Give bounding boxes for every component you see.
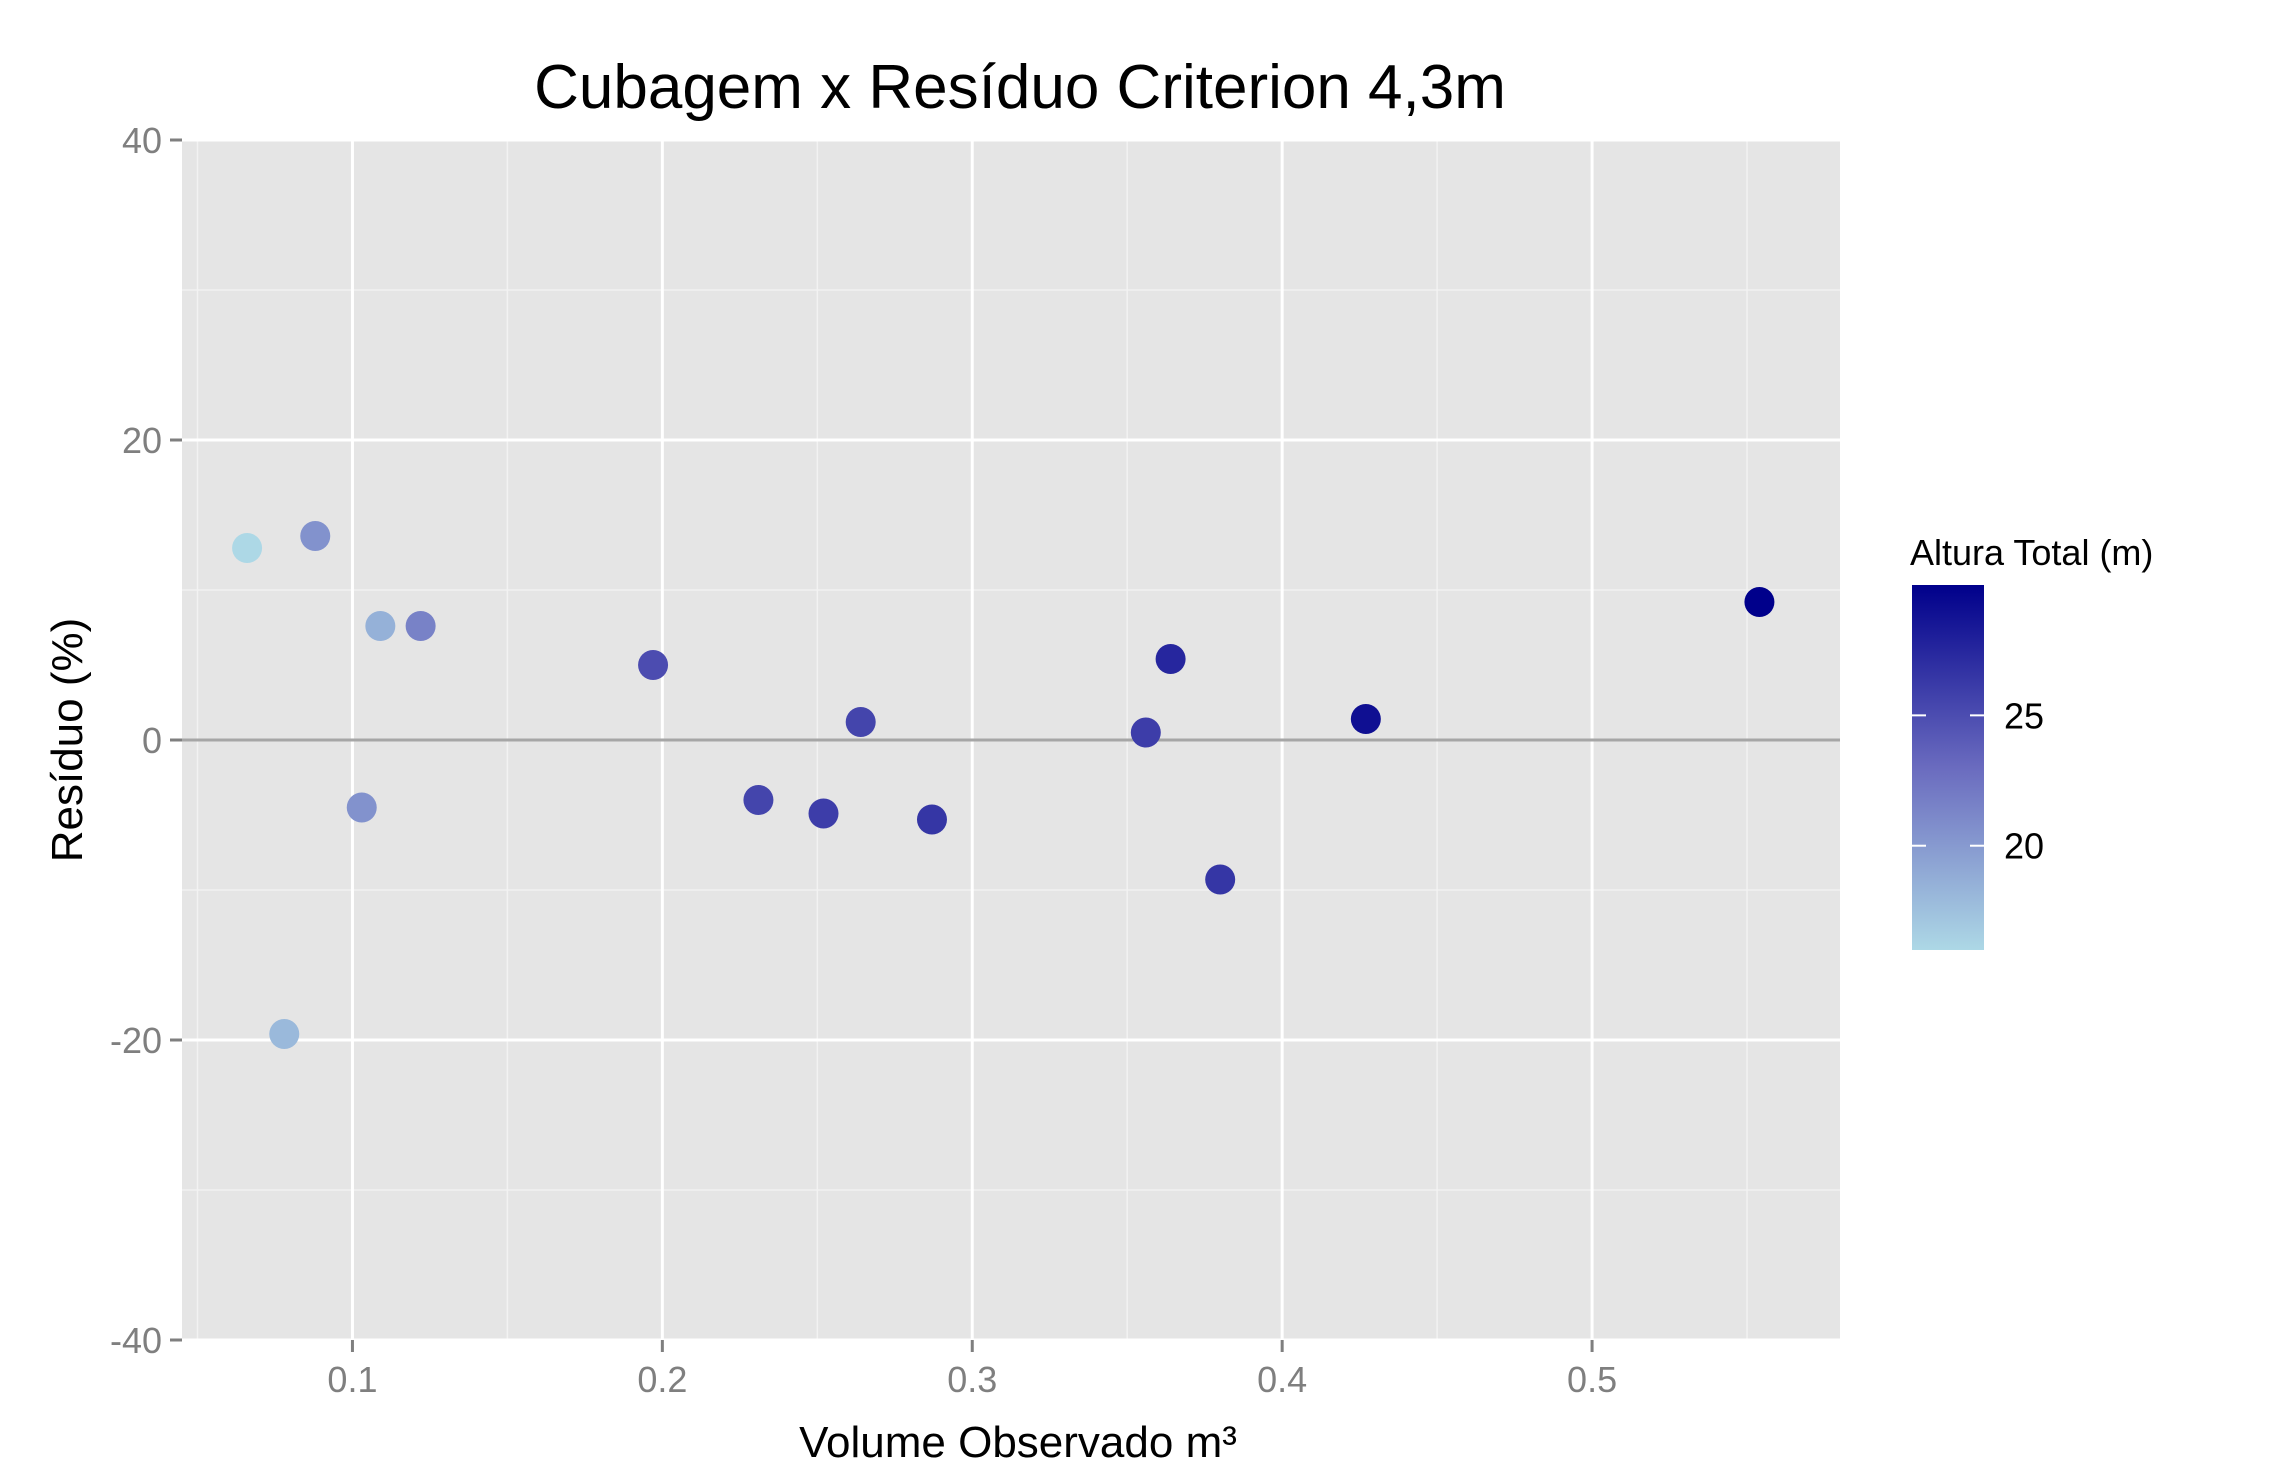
- data-point: [1130, 717, 1161, 748]
- data-point: [365, 611, 396, 641]
- data-point: [1205, 864, 1236, 895]
- y-tick-label: -40: [110, 1320, 162, 1361]
- data-point: [1744, 587, 1775, 617]
- y-tick-label: 40: [122, 120, 162, 161]
- data-point: [845, 707, 876, 737]
- x-axis-title: Volume Observado m³: [799, 1418, 1237, 1467]
- legend-tick-label: 20: [2004, 826, 2044, 867]
- data-point: [346, 792, 377, 823]
- legend-tick-label: 25: [2004, 695, 2044, 736]
- y-axis: -40 -20 0 20 40: [110, 120, 182, 1361]
- y-axis-title: Resíduo (%): [43, 618, 92, 863]
- x-tick-label: 0.3: [947, 1359, 997, 1400]
- x-tick-label: 0.2: [637, 1359, 687, 1400]
- data-point: [269, 1019, 300, 1049]
- data-point: [1350, 704, 1381, 734]
- data-point: [300, 521, 331, 551]
- y-tick-label: 20: [122, 420, 162, 461]
- y-tick-label: -20: [110, 1020, 162, 1061]
- x-axis: 0.1 0.2 0.3 0.4 0.5: [327, 1340, 1617, 1400]
- legend-title: Altura Total (m): [1910, 532, 2153, 573]
- y-tick-label: 0: [142, 720, 162, 761]
- data-point: [405, 611, 436, 641]
- x-tick-label: 0.5: [1567, 1359, 1617, 1400]
- data-point: [743, 785, 774, 815]
- x-tick-label: 0.4: [1257, 1359, 1307, 1400]
- data-points: [232, 521, 1775, 1049]
- data-point: [808, 798, 839, 829]
- data-point: [916, 804, 947, 835]
- data-point: [1155, 644, 1186, 674]
- x-tick-label: 0.1: [327, 1359, 377, 1400]
- data-point: [638, 650, 669, 680]
- data-point: [232, 533, 263, 563]
- legend-colorbar: [1912, 585, 1984, 950]
- chart-title: Cubagem x Resíduo Criterion 4,3m: [534, 53, 1506, 122]
